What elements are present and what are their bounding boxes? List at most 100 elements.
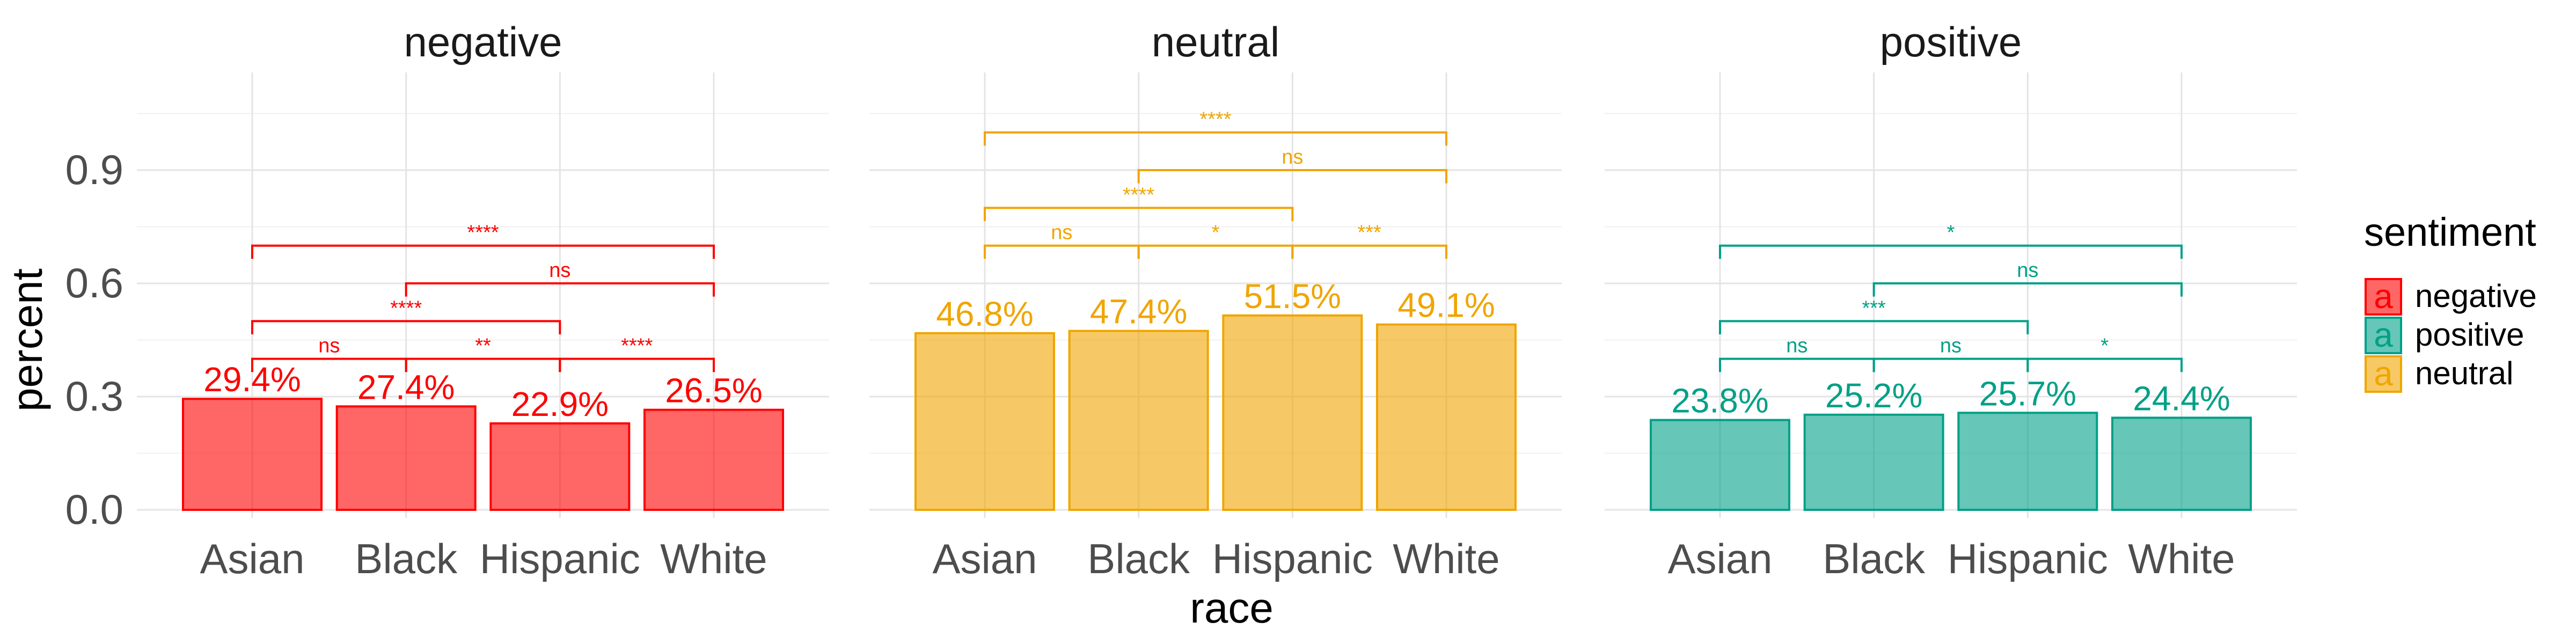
significance-label: ** <box>475 335 491 357</box>
legend-key-glyph: a <box>2374 316 2393 354</box>
value-label: 23.8% <box>1671 382 1768 420</box>
bracket-line <box>559 357 715 372</box>
x-tick-label: Black <box>355 535 458 582</box>
x-tick-label: Hispanic <box>480 535 640 582</box>
legend-label: negative <box>2415 278 2537 314</box>
significance-label: **** <box>390 297 422 319</box>
legend-item-positive: a positive <box>2365 316 2524 354</box>
significance-label: ns <box>1051 222 1072 244</box>
panel-title: neutral <box>1152 18 1280 65</box>
bracket-line <box>984 131 1447 146</box>
legend: sentiment a negative a positive a neutral <box>2364 210 2537 393</box>
significance-label: ns <box>549 259 570 282</box>
x-tick-label: White <box>2128 535 2235 582</box>
bracket-line <box>984 244 1140 259</box>
bar-black <box>1068 330 1209 511</box>
bracket-line <box>2026 357 2183 372</box>
significance-bracket: *** <box>1291 222 1447 259</box>
bracket-line <box>1872 282 2183 297</box>
significance-label: ns <box>1282 146 1303 169</box>
significance-bracket: ns <box>1872 259 2183 297</box>
bracket-line <box>1719 357 1875 372</box>
legend-key <box>2365 355 2402 393</box>
significance-label: *** <box>1357 222 1381 244</box>
legend-key-glyph: a <box>2374 354 2393 393</box>
significance-label: *** <box>1862 297 1886 319</box>
legend-label: neutral <box>2415 355 2513 391</box>
x-tick-label: Black <box>1087 535 1190 582</box>
value-label: 22.9% <box>511 385 609 423</box>
bracket-line <box>1137 244 1294 259</box>
significance-bracket: ns <box>405 259 715 297</box>
significance-label: ns <box>1786 335 1807 357</box>
y-axis: 0.0 0.3 0.6 0.9 <box>65 146 123 533</box>
bar-black <box>335 405 477 511</box>
bar-hispanic <box>489 422 631 511</box>
significance-label: **** <box>467 222 499 244</box>
significance-bracket: **** <box>251 297 561 334</box>
significance-label: * <box>1947 222 1955 244</box>
bar-black <box>1803 413 1944 511</box>
x-tick-label: Asian <box>200 535 304 582</box>
significance-label: ns <box>2017 259 2038 282</box>
legend-key <box>2365 317 2402 354</box>
bar-asian <box>1650 419 1790 511</box>
significance-label: * <box>1212 222 1220 244</box>
bar-asian <box>182 398 323 511</box>
bracket-line <box>251 244 715 259</box>
value-label: 49.1% <box>1397 286 1495 325</box>
x-tick-label: White <box>1393 535 1499 582</box>
value-label: 27.4% <box>357 368 455 406</box>
x-tick-label: Asian <box>1667 535 1772 582</box>
bracket-line <box>1137 169 1447 184</box>
value-label: 51.5% <box>1244 277 1341 316</box>
y-axis-title: percent <box>3 268 51 412</box>
bracket-line <box>984 207 1294 221</box>
bracket-line <box>1719 320 2029 334</box>
significance-bracket: ns <box>1137 146 1447 184</box>
significance-bracket: **** <box>984 184 1294 221</box>
legend-key <box>2365 278 2402 316</box>
y-tick-label: 0.6 <box>65 259 123 306</box>
significance-label: **** <box>1123 184 1154 206</box>
bar-white <box>643 408 784 511</box>
bracket-line <box>1719 244 2183 259</box>
bar-asian <box>914 332 1055 511</box>
legend-item-negative: a negative <box>2365 277 2537 316</box>
significance-label: ns <box>318 335 340 357</box>
panel-title: negative <box>404 18 562 65</box>
bar-white <box>2111 416 2252 511</box>
significance-label: **** <box>621 335 653 357</box>
bracket-line <box>405 282 715 297</box>
legend-title: sentiment <box>2364 210 2536 254</box>
bracket-line <box>251 320 561 334</box>
significance-bracket: * <box>1719 222 2183 259</box>
significance-bracket: **** <box>559 335 715 372</box>
legend-key-glyph: a <box>2374 277 2393 316</box>
y-tick-label: 0.0 <box>65 486 123 533</box>
significance-bracket: **** <box>251 222 715 259</box>
value-label: 46.8% <box>936 295 1033 333</box>
bracket-line <box>1872 357 2029 372</box>
x-axis-title: race <box>1190 584 1274 632</box>
value-label: 47.4% <box>1090 292 1187 331</box>
x-tick-label: Hispanic <box>1212 535 1373 582</box>
bar-hispanic <box>1957 412 2098 511</box>
significance-bracket: **** <box>984 108 1447 146</box>
value-label: 25.7% <box>1979 374 2076 413</box>
panel-title: positive <box>1880 18 2022 65</box>
legend-label: positive <box>2415 317 2524 353</box>
y-tick-label: 0.3 <box>65 372 123 420</box>
y-tick-label: 0.9 <box>65 146 123 193</box>
significance-label: ns <box>1940 335 1962 357</box>
significance-bracket: * <box>2026 335 2183 372</box>
value-label: 24.4% <box>2133 379 2230 418</box>
x-tick-label: Asian <box>932 535 1037 582</box>
x-tick-label: Hispanic <box>1948 535 2108 582</box>
value-label: 26.5% <box>665 371 762 410</box>
bracket-line <box>1291 244 1447 259</box>
significance-bracket: *** <box>1719 297 2029 334</box>
